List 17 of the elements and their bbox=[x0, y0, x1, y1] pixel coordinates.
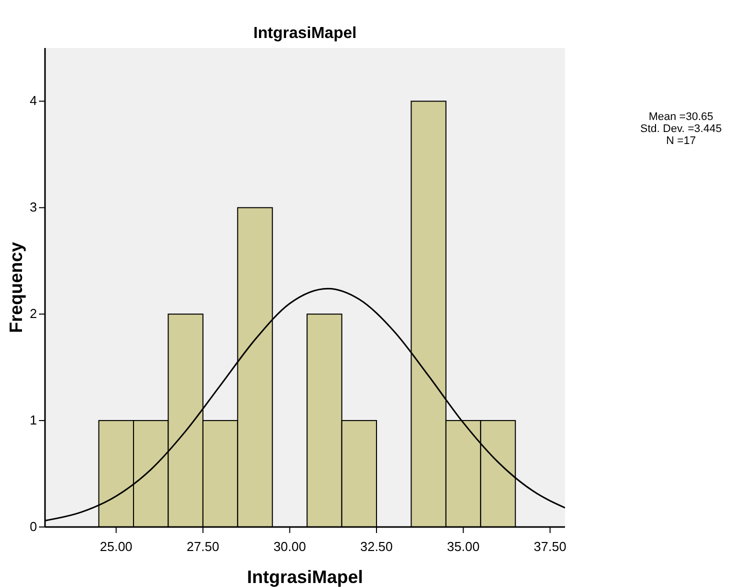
y-tick-label: 1 bbox=[30, 412, 37, 428]
y-tick-label: 4 bbox=[30, 93, 37, 108]
y-axis-title: Frequency bbox=[6, 242, 26, 334]
x-tick-label: 30.00 bbox=[273, 539, 306, 554]
text: Mean =30.65 bbox=[648, 111, 714, 123]
y-tick-label: 0 bbox=[30, 519, 37, 534]
x-tick-label: 37.50 bbox=[534, 539, 566, 554]
y-tick-label: 2 bbox=[30, 306, 37, 322]
x-tick-label: 35.00 bbox=[447, 539, 480, 554]
chart-title: IntgrasiMapel bbox=[253, 25, 357, 42]
text: N =17 bbox=[666, 135, 696, 147]
x-axis-title: IntgrasiMapel bbox=[246, 567, 364, 587]
text: Std. Dev. =3.445 bbox=[640, 123, 722, 135]
y-tick-label: 3 bbox=[30, 200, 37, 215]
x-tick-label: 32.50 bbox=[360, 539, 393, 554]
x-tick-label: 25.00 bbox=[100, 539, 132, 554]
x-tick-label: 27.50 bbox=[186, 539, 220, 554]
